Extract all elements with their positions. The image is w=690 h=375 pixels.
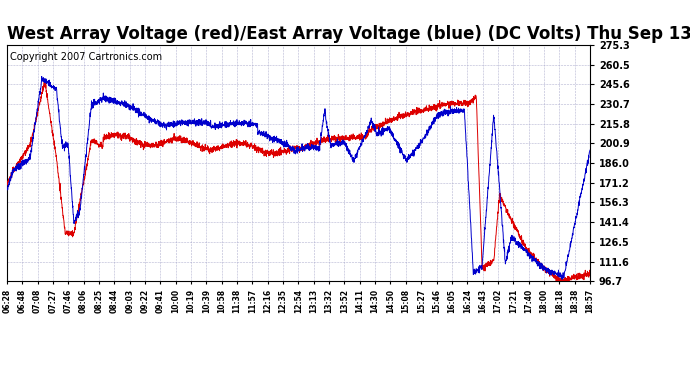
Text: Copyright 2007 Cartronics.com: Copyright 2007 Cartronics.com bbox=[10, 52, 162, 62]
Text: West Array Voltage (red)/East Array Voltage (blue) (DC Volts) Thu Sep 13 19:02: West Array Voltage (red)/East Array Volt… bbox=[7, 26, 690, 44]
